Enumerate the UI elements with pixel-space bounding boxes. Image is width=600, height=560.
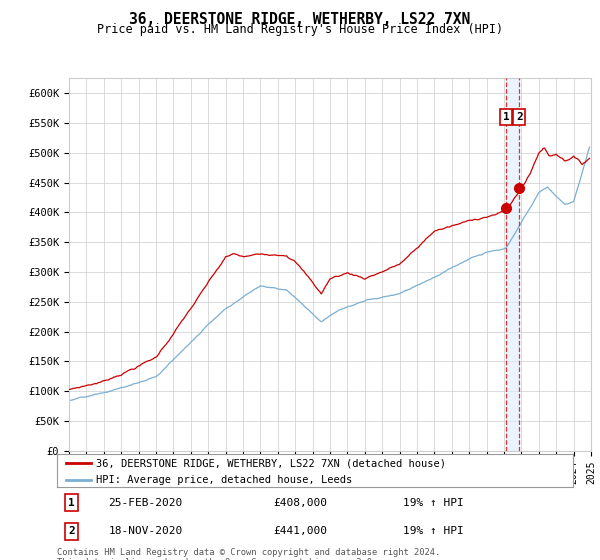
Text: 2: 2 — [516, 112, 523, 122]
Text: 36, DEERSTONE RIDGE, WETHERBY, LS22 7XN: 36, DEERSTONE RIDGE, WETHERBY, LS22 7XN — [130, 12, 470, 26]
Text: 36, DEERSTONE RIDGE, WETHERBY, LS22 7XN (detached house): 36, DEERSTONE RIDGE, WETHERBY, LS22 7XN … — [96, 458, 446, 468]
Text: HPI: Average price, detached house, Leeds: HPI: Average price, detached house, Leed… — [96, 475, 352, 485]
Text: £441,000: £441,000 — [274, 526, 328, 536]
Text: 2: 2 — [68, 526, 75, 536]
Text: 1: 1 — [68, 498, 75, 508]
Bar — [506, 78, 520, 451]
Text: 18-NOV-2020: 18-NOV-2020 — [109, 526, 183, 536]
Text: £408,000: £408,000 — [274, 498, 328, 508]
Text: Price paid vs. HM Land Registry's House Price Index (HPI): Price paid vs. HM Land Registry's House … — [97, 23, 503, 36]
Text: Contains HM Land Registry data © Crown copyright and database right 2024.
This d: Contains HM Land Registry data © Crown c… — [57, 548, 440, 560]
Text: 19% ↑ HPI: 19% ↑ HPI — [403, 526, 463, 536]
Text: 19% ↑ HPI: 19% ↑ HPI — [403, 498, 463, 508]
Text: 1: 1 — [503, 112, 509, 122]
Text: 25-FEB-2020: 25-FEB-2020 — [109, 498, 183, 508]
